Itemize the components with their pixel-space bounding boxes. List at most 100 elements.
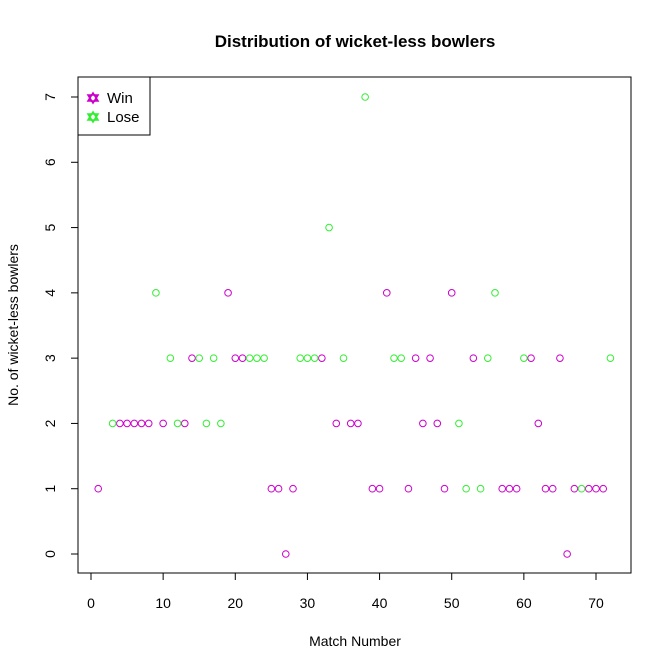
win-point: [548, 484, 557, 493]
lose-point: [166, 354, 175, 362]
x-tick-label: 0: [87, 595, 95, 611]
win-point: [505, 484, 514, 493]
lose-point: [260, 354, 268, 362]
x-tick-label: 60: [516, 595, 532, 611]
win-point: [447, 289, 456, 297]
lose-point: [108, 419, 117, 428]
lose-point: [606, 354, 615, 362]
win-point: [238, 354, 247, 362]
win-point: [318, 354, 326, 362]
legend-item-win: Win: [86, 90, 133, 107]
lose-point: [152, 289, 160, 297]
lose-point: [253, 354, 261, 362]
legend-marker-win: [86, 91, 100, 105]
win-point: [382, 289, 391, 297]
legend-item-lose: Lose: [86, 109, 140, 126]
lose-point: [339, 354, 348, 362]
win-point: [375, 484, 384, 493]
win-point: [274, 484, 283, 493]
win-point: [94, 484, 103, 493]
win-point: [411, 354, 420, 362]
win-point: [159, 419, 167, 428]
y-tick-label: 5: [42, 223, 58, 231]
win-point: [354, 419, 362, 428]
win-point: [599, 484, 608, 493]
win-point: [231, 354, 240, 362]
lose-point: [217, 419, 225, 428]
win-point: [346, 419, 355, 428]
y-tick-label: 3: [42, 354, 58, 362]
lose-point: [577, 484, 586, 493]
y-tick-label: 1: [42, 485, 58, 493]
lose-point: [195, 354, 204, 362]
legend: Win Lose: [77, 76, 151, 136]
data-points: [94, 93, 615, 558]
lose-point: [476, 484, 485, 493]
win-point: [527, 354, 535, 362]
win-point: [498, 484, 507, 493]
lose-point: [310, 354, 319, 362]
x-tick-label: 70: [588, 595, 604, 611]
lose-point: [462, 484, 470, 493]
win-point: [267, 484, 276, 493]
lose-point: [296, 354, 305, 362]
win-point: [469, 354, 478, 362]
lose-point: [202, 419, 211, 428]
win-point: [563, 550, 571, 558]
legend-box: [77, 76, 151, 136]
lose-point: [325, 223, 333, 232]
plot-frame: [77, 76, 632, 574]
x-tick-label: 20: [227, 595, 243, 611]
win-point: [592, 484, 600, 493]
chart-title: Distribution of wicket-less bowlers: [215, 32, 496, 51]
x-tick-label: 30: [300, 595, 316, 611]
win-point: [289, 484, 297, 493]
win-point: [426, 354, 434, 362]
win-point: [224, 289, 232, 297]
win-point: [419, 419, 427, 428]
legend-label-win: Win: [107, 90, 133, 107]
x-tick-label: 10: [155, 595, 171, 611]
lose-point: [491, 289, 499, 297]
y-axis: 0 1 2 3 4 5 6 7: [42, 93, 79, 558]
win-point: [541, 484, 550, 493]
x-axis-label: Match Number: [309, 633, 401, 649]
y-tick-label: 2: [42, 419, 58, 427]
lose-point: [520, 354, 528, 362]
lose-point: [483, 354, 492, 362]
win-point: [534, 419, 543, 428]
win-point: [440, 484, 449, 493]
lose-point: [397, 354, 406, 362]
win-point: [144, 419, 153, 428]
win-point: [130, 419, 139, 428]
legend-label-lose: Lose: [107, 109, 140, 126]
x-axis: 0 10 20 30 40 50 60 70: [87, 572, 604, 611]
x-tick-label: 50: [444, 595, 460, 611]
win-point: [404, 484, 413, 493]
y-axis-label: No. of wicket-less bowlers: [5, 244, 21, 406]
legend-marker-lose: [86, 110, 100, 124]
win-point: [512, 484, 521, 493]
lose-point: [390, 354, 398, 362]
win-point: [123, 419, 131, 428]
lose-point: [303, 354, 312, 362]
lose-point: [209, 354, 218, 362]
lose-point: [173, 419, 182, 428]
win-point: [570, 484, 579, 493]
win-point: [332, 419, 341, 428]
win-point: [584, 484, 593, 493]
win-point: [180, 419, 189, 428]
lose-point: [361, 93, 369, 101]
win-point: [188, 354, 196, 362]
win-point: [116, 419, 124, 428]
win-point: [368, 484, 377, 493]
y-tick-label: 4: [42, 289, 58, 297]
y-tick-label: 7: [42, 93, 58, 101]
x-tick-label: 40: [372, 595, 388, 611]
win-point: [556, 354, 564, 362]
win-point: [281, 550, 290, 558]
lose-point: [245, 354, 254, 362]
win-point: [433, 419, 442, 428]
y-tick-label: 0: [42, 550, 58, 558]
